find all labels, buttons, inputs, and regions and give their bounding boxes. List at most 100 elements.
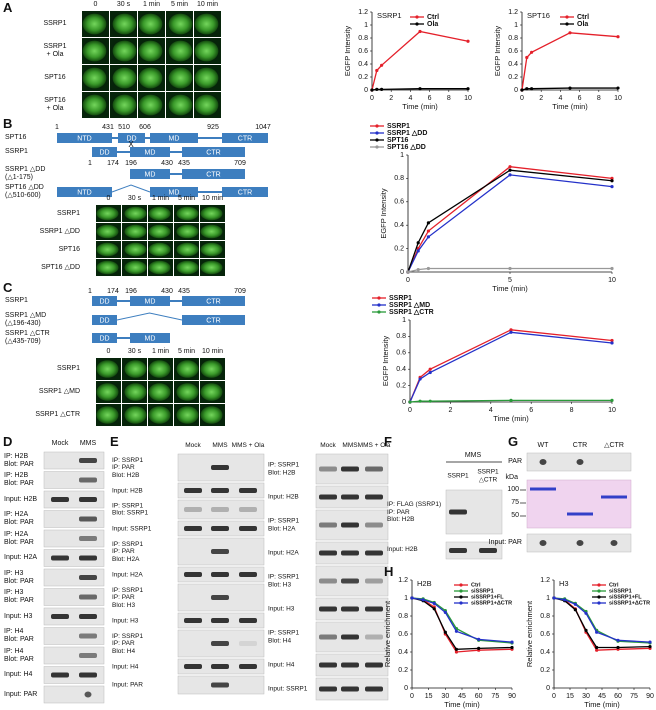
cell-nucleus [194, 13, 219, 35]
time-label: 30 s [127, 195, 142, 202]
row-label: SPT16 + Ola [44, 97, 66, 112]
blot-label: Input: H4 [4, 671, 33, 678]
blot-label: IP: FLAG (SSRP1) IP: PAR Blot: H2B [387, 500, 442, 523]
lane-label: CTR [572, 442, 588, 449]
y-tick-label: 0.8 [508, 35, 518, 42]
domain [130, 169, 170, 179]
x-tick-label: 2 [389, 95, 393, 102]
legend-label: siSSRP1+FL [609, 594, 642, 600]
band [449, 548, 467, 553]
blot-label: IP: SSRP1 IP: PAR Blot: H2B [112, 456, 144, 479]
data-point [530, 87, 534, 91]
panel-letter: G [508, 434, 519, 449]
domain-label: CTR [238, 189, 252, 196]
blot [43, 685, 105, 704]
panel-letter: B [3, 116, 13, 131]
band [211, 549, 229, 554]
series-line [521, 32, 619, 91]
data-point [610, 398, 614, 402]
x-axis-label: Time (min) [444, 700, 480, 709]
data-point [508, 266, 512, 271]
time-label: 10 min [196, 1, 219, 8]
domain-label: MD [145, 149, 156, 156]
band [319, 634, 337, 640]
band [576, 459, 584, 465]
y-tick-label: 0.2 [508, 74, 518, 81]
cell-nucleus [138, 67, 163, 89]
data-point [610, 184, 614, 189]
y-tick-label: 0.4 [396, 366, 406, 373]
domain-label: NTD [77, 189, 91, 196]
band [184, 618, 202, 623]
band [211, 595, 229, 600]
x-tick-label: 6 [529, 407, 533, 414]
deletion-link [111, 184, 151, 193]
marker-unit: kDa [505, 474, 518, 481]
legend-marker [375, 124, 379, 128]
cell-nucleus [82, 94, 107, 116]
band [365, 494, 383, 500]
y-tick-label: 0.4 [394, 222, 404, 229]
data-point [380, 63, 384, 67]
x-tick-label: 10 [614, 95, 622, 102]
data-point [380, 87, 384, 91]
x-tick-label: 8 [597, 95, 601, 102]
residue-number: 1 [55, 124, 59, 131]
gel-band [530, 487, 556, 491]
cell-nucleus [148, 360, 171, 378]
cell-nucleus [148, 383, 171, 401]
blot-label: PAR [508, 458, 522, 465]
y-tick-label: 0.4 [398, 649, 408, 656]
construct-label: SSRP1 △MD (△196-430) [5, 312, 47, 327]
data-point [428, 399, 432, 403]
lane-label: MMS [342, 442, 358, 449]
cell-nucleus [124, 206, 147, 221]
blot-label: IP: H2B Blot: PAR [4, 472, 34, 487]
legend-label: siSSRP1 [471, 588, 494, 594]
lane-label: Mock [320, 442, 336, 449]
band [211, 507, 229, 512]
domain [182, 315, 245, 325]
band [365, 578, 383, 584]
band [211, 641, 229, 646]
band [239, 572, 257, 577]
x-tick-label: 0 [552, 693, 556, 700]
band [319, 578, 337, 584]
data-point [610, 176, 614, 180]
blot-label: IP: SSRP1 Blot: SSRP1 [112, 502, 149, 517]
domain [182, 296, 245, 306]
y-tick-label: 0.2 [358, 74, 368, 81]
data-point [595, 645, 599, 650]
time-label: 0 [106, 348, 111, 355]
band [184, 526, 202, 531]
cell-nucleus [96, 360, 119, 378]
gel-band [567, 512, 593, 516]
blot [43, 529, 105, 548]
data-point [408, 400, 412, 404]
band [79, 672, 97, 678]
legend-label: Ctrl [577, 14, 589, 21]
series-line [409, 329, 613, 403]
band [539, 540, 547, 546]
y-tick-label: 0.6 [358, 48, 368, 55]
data-point [610, 266, 614, 271]
cell-nucleus [200, 260, 223, 275]
cell-nucleus [96, 383, 119, 401]
band [319, 494, 337, 500]
residue-number: 709 [234, 160, 246, 167]
data-point [416, 241, 420, 245]
y-tick-label: 0.8 [540, 613, 550, 620]
time-label: 5 min [177, 195, 196, 202]
y-tick-label: 0.2 [396, 382, 406, 389]
data-point [584, 628, 588, 633]
y-tick-label: 0.6 [508, 48, 518, 55]
blot-label: IP: H2A Blot: PAR [4, 530, 34, 546]
blot-label: Input: H4 [112, 662, 139, 670]
x-axis-label: Time (min) [492, 284, 528, 293]
x-tick-label: 0 [370, 95, 374, 102]
legend-marker [459, 589, 463, 593]
cell-nucleus [200, 242, 223, 257]
series-line [407, 169, 613, 273]
band [365, 634, 383, 640]
cell-nucleus [176, 242, 199, 257]
